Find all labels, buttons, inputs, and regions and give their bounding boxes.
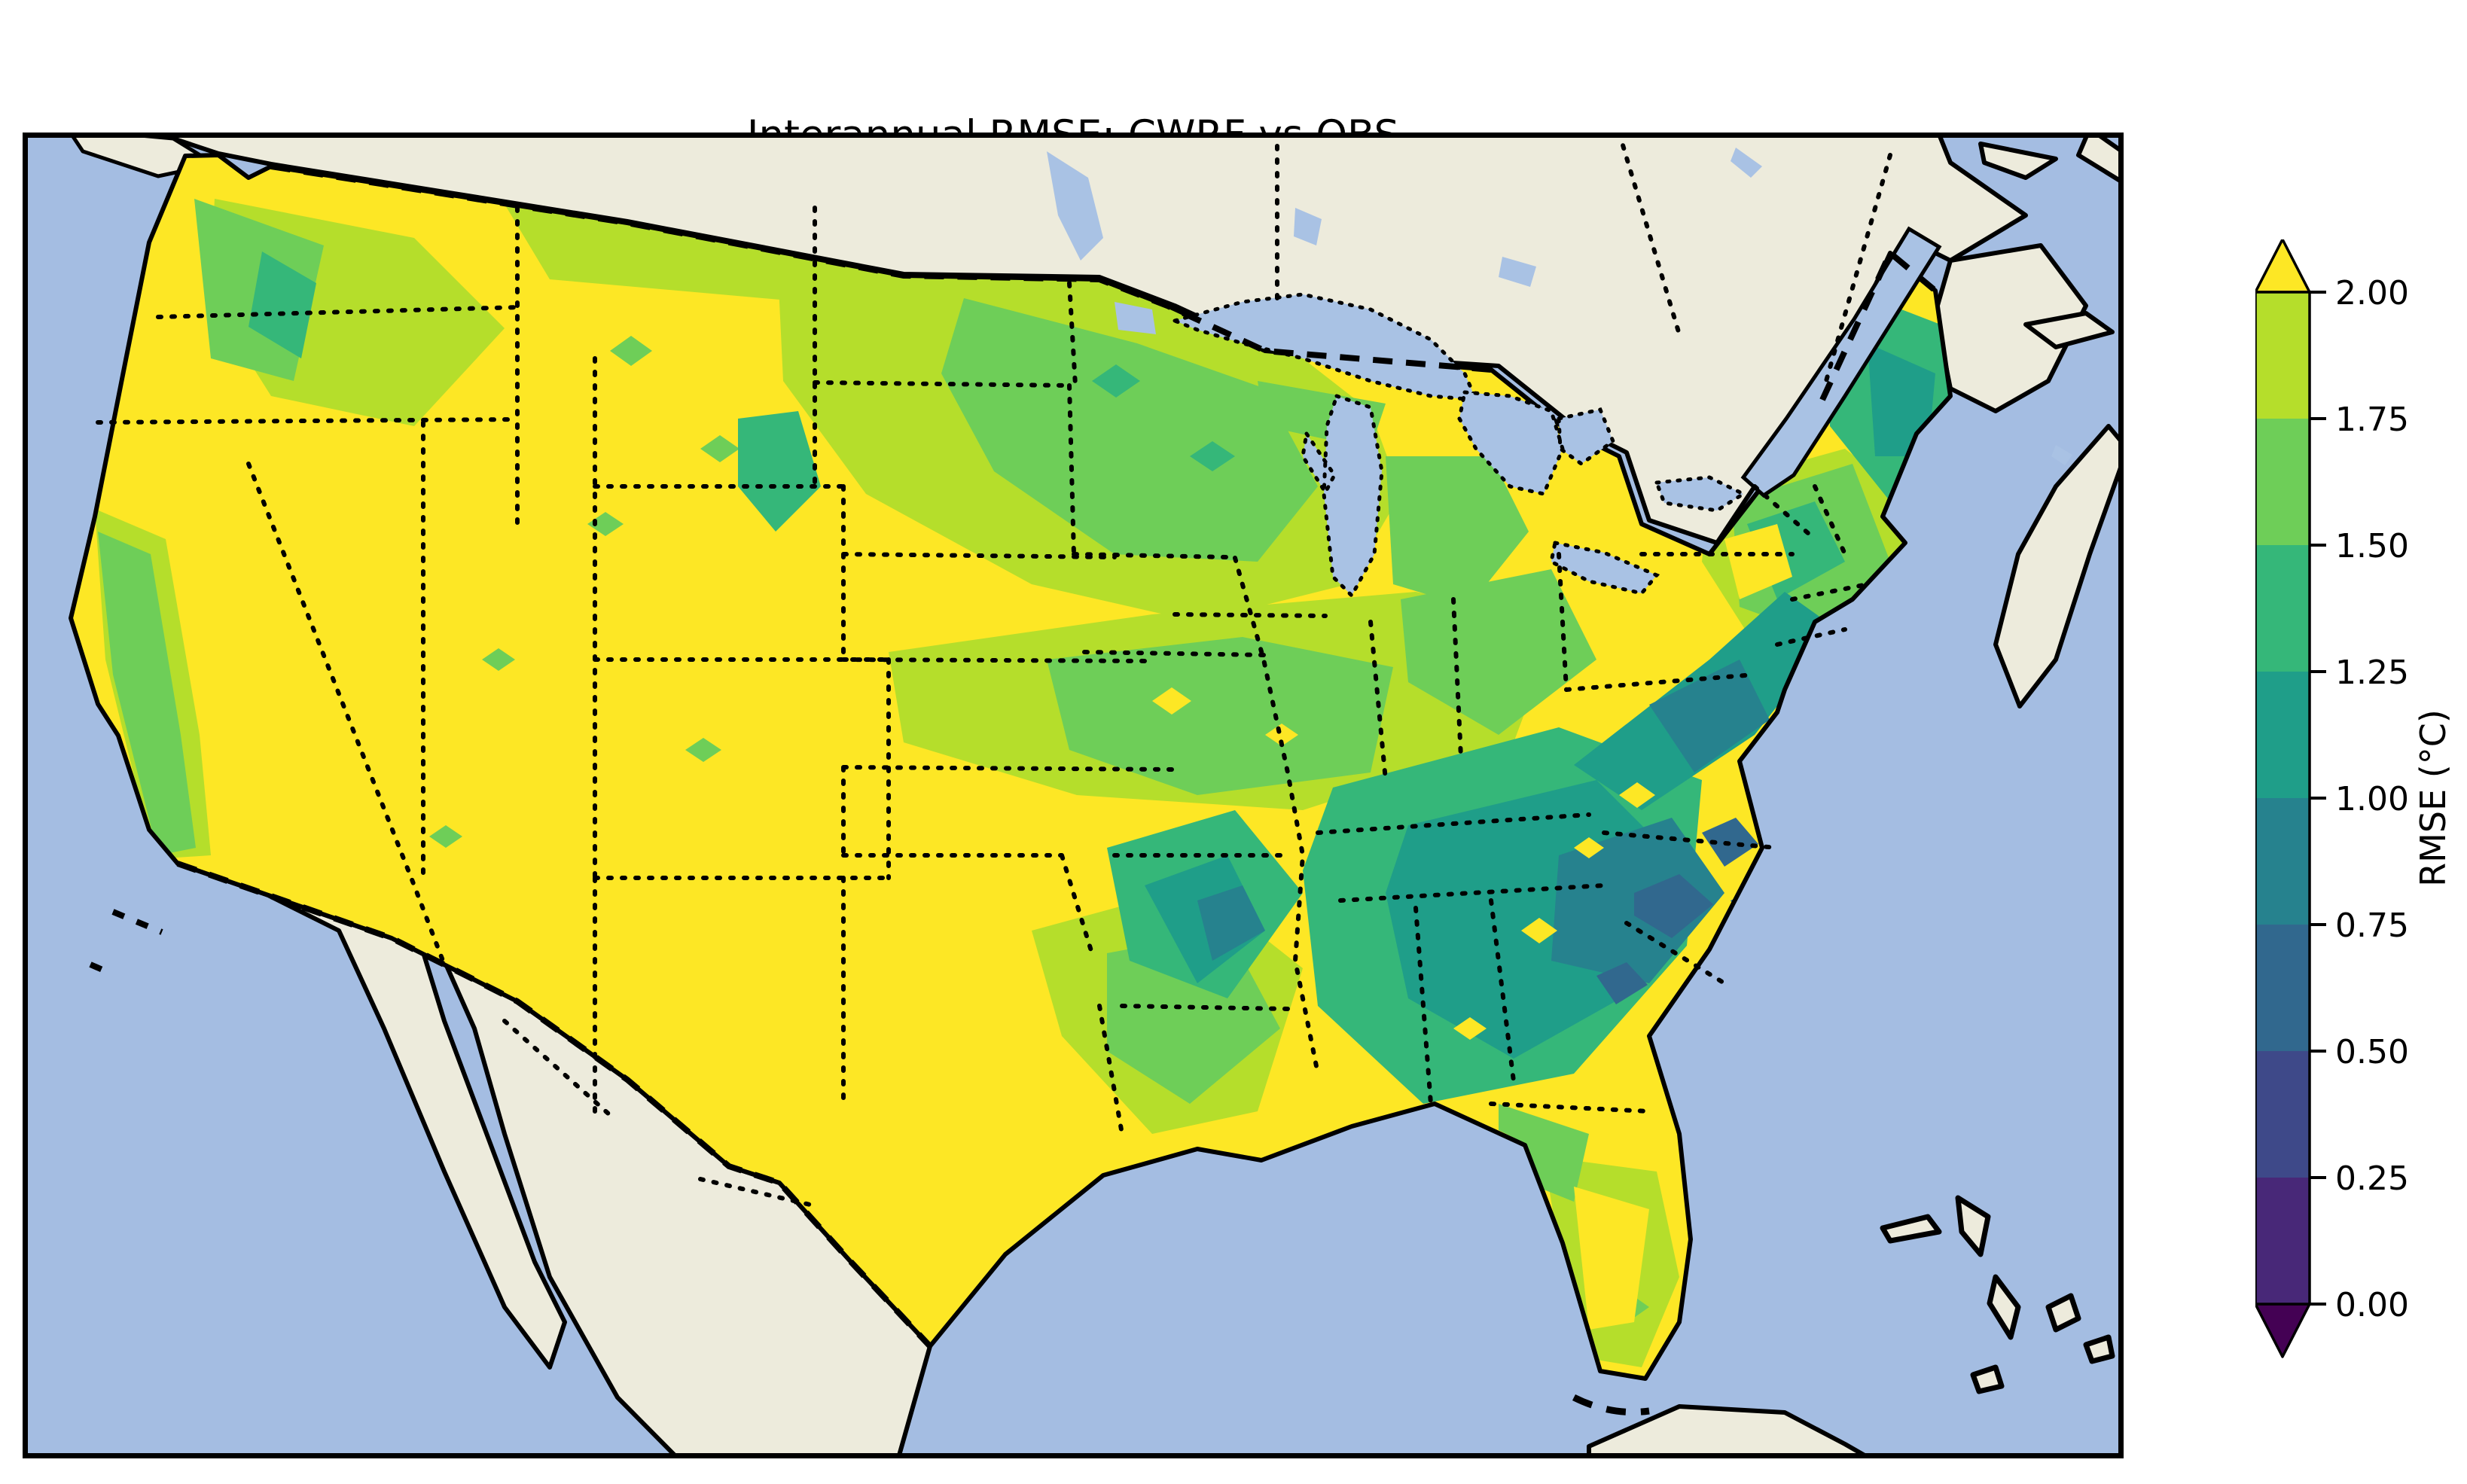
tick-label: 1.00 [2335,780,2409,818]
channel-islands [89,909,163,977]
contour-darkteal [1197,660,1770,983]
colorbar-over-arrow [2255,239,2311,294]
state-borders [96,206,1870,1136]
contour-steelblue [1596,818,1776,1004]
colorbar-segments [2255,292,2310,1304]
tick-label: 0.25 [2335,1159,2409,1198]
colorbar-tickmarks [2310,291,2326,1306]
tick-label: 1.75 [2335,401,2409,439]
tick-label: 0.50 [2335,1033,2409,1071]
bahamas-islands [1880,1195,2115,1394]
colorbar-segment [2255,545,2310,672]
conus-map [23,133,2124,1458]
contour-layers [95,199,1950,1367]
lake-erie [1549,541,1660,596]
canada-lakes [1047,148,2072,465]
colorbar-segment [2255,1051,2310,1178]
contour-green [98,199,1890,1318]
tick-label: 1.50 [2335,527,2409,565]
colorbar-tick-labels: 2.00 1.75 1.50 1.25 1.00 0.75 0.50 0.25 … [2335,274,2409,1324]
tick-label: 1.25 [2335,654,2409,692]
colorbar-under-arrow [2255,1303,2311,1358]
colorbar-segment [2255,925,2310,1051]
tick-label: 0.00 [2335,1286,2409,1324]
pei-land [2023,311,2115,349]
colorbar-segment [2255,1178,2310,1304]
gulf-st-lawrence-islands [1978,133,2124,186]
florida-keys [1572,1394,1650,1415]
colorbar-segment [2255,419,2310,545]
great-lakes [1169,292,1748,599]
contour-teal [1145,343,1935,1059]
lake-huron [1457,390,1616,496]
map-panel [23,133,2124,1458]
lake-ontario [1654,475,1748,513]
lake-michigan [1301,393,1384,599]
country-borders [176,163,1938,1348]
colorbar-segment [2255,292,2310,419]
province-borders [502,133,1892,1208]
lake-superior [1169,292,1479,402]
colorbar: 2.00 1.75 1.50 1.25 1.00 0.75 0.50 0.25 … [2255,239,2467,1399]
colorbar-svg: 2.00 1.75 1.50 1.25 1.00 0.75 0.50 0.25 … [2255,239,2453,1358]
cuba-land [1587,1404,1875,1458]
tick-label: 0.75 [2335,907,2409,945]
nova-scotia-land [1993,424,2124,708]
colorbar-axis-label: RMSE (°C) [2413,709,2453,887]
tick-label: 2.00 [2335,274,2409,312]
axes-frame [23,133,2124,1458]
colorbar-segment [2255,672,2310,798]
colorbar-segment [2255,798,2310,925]
